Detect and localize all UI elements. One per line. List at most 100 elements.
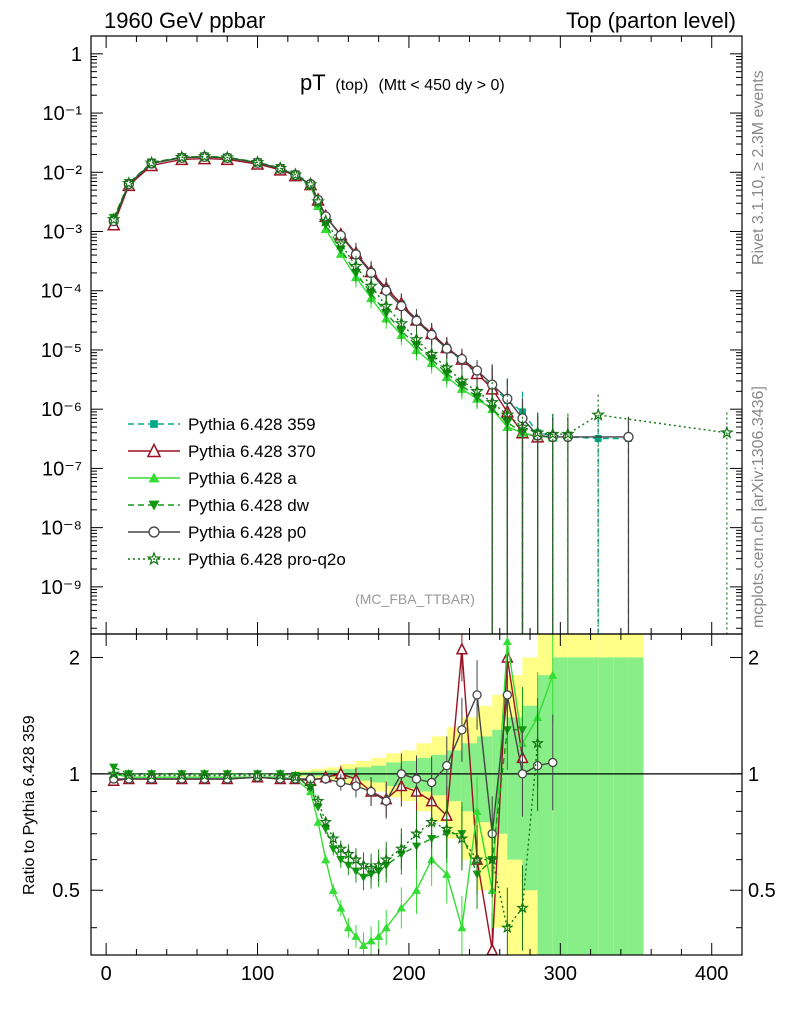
ratio-point bbox=[457, 725, 467, 735]
y-tick-label: 10⁻⁶ bbox=[41, 399, 82, 421]
ratio-point bbox=[220, 768, 234, 781]
ratio-y-tick-label-right: 0.5 bbox=[748, 880, 776, 902]
data-point bbox=[318, 213, 333, 227]
ratio-point bbox=[326, 831, 340, 845]
data-point bbox=[411, 315, 422, 327]
ratio-y-tick-label: 0.5 bbox=[52, 880, 80, 902]
plot-title: pT (top) (Mtt < 450 dy > 0) bbox=[300, 70, 505, 95]
legend-marker bbox=[146, 442, 162, 458]
ratio-point bbox=[517, 726, 527, 735]
ratio-point bbox=[305, 774, 316, 784]
data-point bbox=[623, 431, 634, 443]
ratio-point bbox=[426, 777, 437, 788]
ratio-ylabel: Ratio to Pythia 6.428 359 bbox=[21, 715, 38, 895]
ratio-band-green bbox=[461, 743, 478, 812]
ratio-point bbox=[457, 923, 467, 932]
legend-label: Pythia 6.428 a bbox=[188, 469, 297, 488]
y-tick-label: 1 bbox=[71, 44, 82, 66]
data-point bbox=[394, 316, 409, 330]
y-tick-label: 10⁻⁷ bbox=[42, 458, 82, 480]
ratio-point bbox=[440, 822, 454, 835]
ratio-point bbox=[313, 817, 323, 826]
legend-label: Pythia 6.428 370 bbox=[188, 442, 316, 461]
data-point bbox=[396, 300, 407, 312]
ratio-band-green bbox=[583, 657, 599, 955]
ratio-point bbox=[470, 852, 484, 866]
ratio-point bbox=[366, 936, 376, 945]
ratio-point bbox=[343, 923, 353, 932]
ratio-point bbox=[366, 786, 376, 797]
legend-label: Pythia 6.428 dw bbox=[188, 496, 310, 515]
ratio-point bbox=[342, 847, 355, 860]
ratio-point bbox=[351, 867, 361, 876]
data-point bbox=[250, 155, 265, 169]
ratio-point bbox=[410, 827, 423, 840]
y-tick-label: 10⁻⁴ bbox=[41, 281, 82, 303]
y-tick-label: 10⁻¹ bbox=[43, 103, 83, 125]
ratio-point bbox=[516, 901, 529, 914]
data-point bbox=[470, 384, 484, 398]
ratio-point bbox=[273, 768, 287, 781]
y-tick-label: 10⁻⁸ bbox=[41, 518, 82, 540]
ratio-point bbox=[343, 861, 353, 870]
rivet-label: Rivet 3.1.10, ≥ 2.3M events bbox=[750, 70, 767, 265]
ratio-point bbox=[411, 774, 422, 784]
data-point bbox=[273, 160, 288, 175]
data-point bbox=[333, 236, 348, 250]
data-point bbox=[591, 407, 606, 421]
ratio-point bbox=[175, 768, 189, 781]
ratio-point bbox=[472, 806, 482, 815]
data-point bbox=[719, 425, 734, 439]
ratio-point bbox=[304, 779, 317, 792]
legend-marker bbox=[148, 526, 160, 538]
ratio-band-green bbox=[628, 657, 644, 955]
data-point bbox=[471, 365, 483, 376]
legend-marker bbox=[148, 472, 160, 483]
ratio-point bbox=[502, 636, 512, 646]
y-tick-label: 10⁻² bbox=[43, 162, 83, 184]
ratio-band-green bbox=[492, 729, 508, 834]
ratio-point bbox=[198, 768, 211, 781]
ratio-point bbox=[145, 768, 158, 781]
ratio-point bbox=[442, 869, 452, 878]
ratio-y-tick-label-right: 1 bbox=[748, 764, 759, 786]
legend-marker bbox=[148, 500, 160, 511]
ratio-frame bbox=[90, 633, 743, 956]
ratio-point bbox=[122, 768, 136, 781]
ratio-point bbox=[500, 921, 514, 934]
ratio-y-tick-label: 2 bbox=[69, 647, 80, 669]
data-point bbox=[379, 298, 394, 313]
ratio-point bbox=[321, 855, 331, 864]
data-point bbox=[439, 360, 454, 374]
ratio-point bbox=[396, 769, 407, 779]
ratio-point bbox=[334, 841, 348, 855]
data-point bbox=[174, 150, 189, 164]
ratio-band-green bbox=[598, 657, 614, 955]
legend-label: Pythia 6.428 pro-q2o bbox=[188, 550, 346, 569]
legend-marker bbox=[150, 420, 158, 428]
ratio-point bbox=[381, 796, 391, 806]
ratio-band-green bbox=[567, 657, 584, 955]
data-point bbox=[381, 285, 392, 296]
plot-title-sub1: (top) bbox=[335, 77, 368, 94]
data-point bbox=[530, 425, 545, 439]
ratio-point bbox=[485, 852, 499, 866]
ratio-y-tick-label-right: 2 bbox=[748, 647, 759, 669]
series-line bbox=[113, 155, 727, 435]
series-line bbox=[113, 155, 553, 439]
ratio-point bbox=[289, 770, 302, 783]
x-tick-label: 0 bbox=[101, 963, 112, 985]
data-point bbox=[409, 332, 424, 346]
ratio-band-green bbox=[522, 705, 538, 891]
ratio-point bbox=[107, 767, 121, 780]
ratio-point bbox=[396, 903, 406, 912]
data-point bbox=[455, 373, 469, 387]
ratio-point bbox=[455, 831, 469, 845]
main-plot-area bbox=[106, 149, 734, 634]
ratio-point bbox=[336, 856, 346, 865]
plot-title-sub2: (Mtt < 450 dy > 0) bbox=[378, 77, 504, 94]
ratio-point bbox=[548, 757, 558, 768]
data-point bbox=[197, 149, 212, 163]
data-point bbox=[426, 329, 437, 340]
ratio-point bbox=[517, 769, 528, 779]
